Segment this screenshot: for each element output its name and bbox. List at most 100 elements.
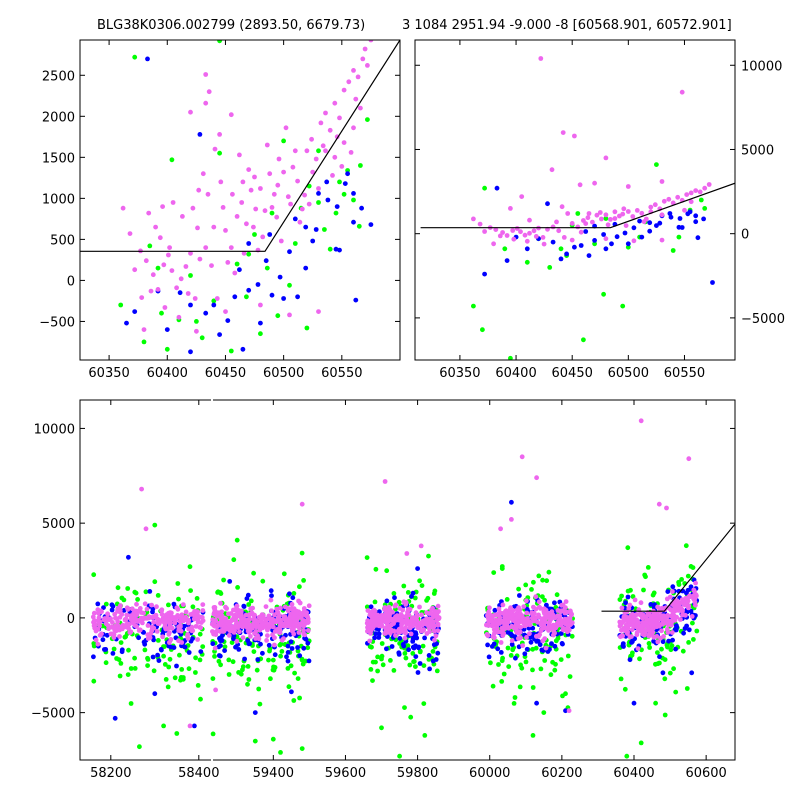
blue-data-point <box>109 607 115 613</box>
green-data-point <box>373 566 379 572</box>
green-data-point <box>126 647 131 653</box>
blue-data-point <box>252 710 258 715</box>
pink-data-point <box>634 208 640 213</box>
blue-data-point <box>150 609 155 615</box>
pink-data-point <box>117 609 123 615</box>
blue-data-point <box>285 658 291 664</box>
pink-data-point <box>549 609 555 615</box>
panel-frame <box>414 39 736 361</box>
pink-data-point <box>538 56 544 61</box>
pink-data-point <box>301 618 306 623</box>
green-data-point <box>662 676 668 682</box>
pink-data-point <box>218 600 223 606</box>
green-data-point <box>499 658 505 664</box>
green-data-point <box>269 210 275 216</box>
blue-data-point <box>295 294 300 300</box>
green-data-point <box>397 753 402 759</box>
green-data-point <box>152 522 158 528</box>
blue-data-point <box>324 179 330 185</box>
green-data-point <box>517 684 523 690</box>
pink-data-point <box>702 185 708 191</box>
pink-data-point <box>323 110 328 116</box>
pink-data-point <box>556 622 562 627</box>
green-data-point <box>540 594 545 600</box>
green-data-point <box>278 641 284 647</box>
pink-data-point <box>644 623 650 629</box>
pink-data-point <box>386 617 392 623</box>
green-data-point <box>174 731 180 736</box>
pink-data-point <box>124 612 130 618</box>
pink-data-point <box>241 250 247 256</box>
green-data-point <box>218 662 224 668</box>
pink-data-point <box>619 627 624 633</box>
blue-data-point <box>601 232 606 237</box>
pink-data-point <box>621 618 627 624</box>
green-data-point <box>650 592 656 598</box>
pink-data-point <box>489 622 495 628</box>
panel-frame <box>79 399 736 761</box>
pink-data-point <box>625 209 631 214</box>
green-data-point <box>379 641 385 646</box>
y-tick-label: 10000 <box>34 422 75 437</box>
green-data-point <box>172 675 178 681</box>
green-data-point <box>103 660 109 666</box>
x-tick-label: 60400 <box>495 366 536 381</box>
green-data-point <box>391 591 397 596</box>
pink-data-point <box>403 613 409 619</box>
blue-data-point <box>368 604 374 610</box>
pink-data-point <box>95 618 101 624</box>
pink-data-point <box>150 615 156 620</box>
blue-data-point <box>639 234 645 240</box>
green-data-point <box>601 291 606 297</box>
blue-data-point <box>422 635 427 641</box>
pink-data-point <box>521 604 527 609</box>
pink-data-point <box>332 154 338 160</box>
green-data-point <box>702 206 708 211</box>
pink-data-point <box>274 606 280 612</box>
green-data-point <box>180 676 186 682</box>
green-data-point <box>690 620 695 626</box>
pink-data-point <box>213 618 219 624</box>
pink-data-point <box>200 602 206 607</box>
green-data-point <box>501 671 507 677</box>
pink-data-point <box>291 627 296 632</box>
green-data-point <box>125 672 131 677</box>
pink-data-point <box>405 607 411 613</box>
pink-data-point <box>277 613 282 618</box>
pink-data-point <box>209 263 214 268</box>
pink-data-point <box>237 152 242 158</box>
pink-data-point <box>237 629 242 635</box>
pink-data-point <box>693 580 698 586</box>
green-data-point <box>426 657 432 662</box>
pink-data-point <box>258 186 263 191</box>
green-data-point <box>188 273 193 278</box>
pink-data-point <box>213 612 219 618</box>
pink-data-point <box>154 629 160 634</box>
pink-data-point <box>231 630 237 635</box>
green-data-point <box>680 648 686 654</box>
green-data-point <box>548 672 554 678</box>
pink-data-point <box>316 186 321 191</box>
pink-data-point <box>656 501 662 507</box>
pink-data-point <box>99 631 104 637</box>
blue-data-point <box>263 258 269 264</box>
pink-data-point <box>667 594 673 600</box>
pink-data-point <box>337 115 342 121</box>
pink-data-point <box>355 74 361 80</box>
blue-data-point <box>516 644 522 650</box>
pink-data-point <box>496 618 502 624</box>
pink-data-point <box>113 615 118 621</box>
blue-data-point <box>258 641 263 647</box>
blue-data-point <box>673 646 678 652</box>
green-data-point <box>375 654 380 660</box>
blue-data-point <box>174 663 179 669</box>
pink-data-point <box>140 620 145 626</box>
pink-data-point <box>675 600 681 605</box>
pink-data-point <box>167 245 173 251</box>
blue-data-point <box>509 642 515 647</box>
green-data-point <box>351 197 356 203</box>
pink-data-point <box>134 612 140 618</box>
pink-data-point <box>178 276 184 282</box>
pink-data-point <box>243 622 248 627</box>
pink-data-point <box>502 623 508 629</box>
